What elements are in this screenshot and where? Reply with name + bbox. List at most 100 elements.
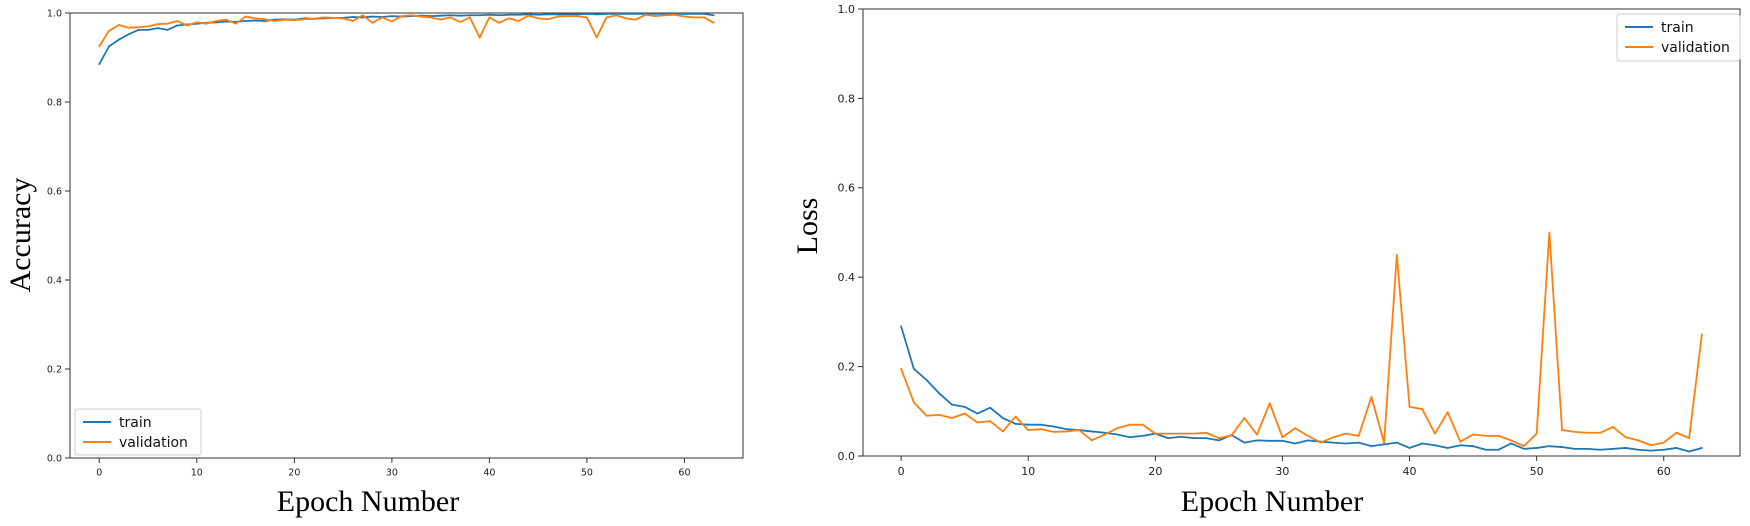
data-point-validation bbox=[1688, 437, 1691, 440]
data-point-validation bbox=[1332, 436, 1335, 439]
x-tick-label: 30 bbox=[1275, 465, 1289, 478]
data-point-train bbox=[176, 24, 179, 27]
data-point-validation bbox=[527, 14, 530, 17]
x-tick-label: 0 bbox=[96, 468, 102, 479]
data-point-train bbox=[264, 20, 266, 22]
data-point-validation bbox=[273, 20, 276, 22]
data-point-train bbox=[147, 29, 149, 31]
data-point-train bbox=[1103, 431, 1106, 434]
data-point-train bbox=[547, 13, 549, 16]
data-point-validation bbox=[703, 16, 705, 19]
data-point-validation bbox=[147, 25, 149, 28]
data-point-validation bbox=[303, 18, 305, 21]
data-point-validation bbox=[420, 15, 423, 18]
x-tick-label: 50 bbox=[581, 468, 593, 479]
data-point-train bbox=[449, 14, 452, 17]
plot-frame bbox=[862, 8, 1741, 457]
data-point-train bbox=[439, 14, 442, 17]
data-point-train bbox=[1129, 436, 1131, 439]
data-point-validation bbox=[1370, 396, 1373, 398]
data-point-validation bbox=[1001, 430, 1004, 433]
data-point-validation bbox=[1484, 434, 1487, 437]
data-point-train bbox=[1040, 423, 1042, 426]
data-point-train bbox=[1459, 444, 1462, 447]
legend-label-train: train bbox=[119, 415, 152, 431]
series-line-train bbox=[98, 12, 714, 65]
data-point-train bbox=[1497, 448, 1500, 451]
legend-label-train: train bbox=[1661, 20, 1694, 36]
data-point-validation bbox=[498, 21, 501, 24]
data-point-train bbox=[712, 14, 715, 17]
data-point-validation bbox=[1027, 429, 1030, 431]
x-tick-label: 20 bbox=[288, 468, 300, 479]
data-point-train bbox=[508, 13, 510, 16]
data-point-validation bbox=[673, 13, 676, 16]
data-point-validation bbox=[1523, 445, 1525, 448]
data-point-train bbox=[951, 403, 953, 406]
data-point-validation bbox=[1078, 429, 1080, 431]
data-point-validation bbox=[1294, 427, 1297, 430]
data-point-validation bbox=[1306, 434, 1309, 437]
data-point-validation bbox=[381, 16, 384, 19]
data-point-train bbox=[390, 15, 393, 18]
data-point-validation bbox=[312, 17, 315, 20]
data-point-train bbox=[900, 325, 903, 328]
data-point-validation bbox=[127, 26, 130, 29]
data-point-validation bbox=[1624, 436, 1627, 439]
data-point-validation bbox=[1230, 434, 1233, 437]
y-tick-label: 0.2 bbox=[838, 360, 856, 373]
data-point-train bbox=[576, 13, 579, 16]
data-point-validation bbox=[1103, 433, 1106, 436]
data-point-train bbox=[1357, 441, 1360, 444]
data-point-validation bbox=[605, 16, 608, 19]
series-line-train bbox=[900, 326, 1703, 453]
series-line-validation bbox=[98, 13, 715, 47]
data-point-train bbox=[1624, 447, 1627, 449]
data-point-validation bbox=[1700, 333, 1703, 336]
data-point-train bbox=[127, 33, 130, 36]
data-point-train bbox=[1688, 450, 1691, 453]
data-point-validation bbox=[478, 36, 481, 39]
data-point-validation bbox=[1662, 441, 1665, 444]
data-point-validation bbox=[264, 18, 266, 21]
data-point-train bbox=[1294, 442, 1297, 445]
series-train bbox=[98, 12, 715, 66]
data-point-validation bbox=[108, 29, 110, 32]
data-point-train bbox=[925, 379, 928, 381]
data-point-train bbox=[1675, 447, 1678, 449]
data-point-train bbox=[1548, 445, 1551, 448]
x-tick-label: 10 bbox=[191, 468, 203, 479]
data-point-train bbox=[1446, 447, 1449, 449]
data-point-validation bbox=[508, 17, 510, 20]
data-point-train bbox=[351, 16, 354, 18]
data-point-validation bbox=[1268, 402, 1271, 405]
data-point-validation bbox=[1205, 431, 1208, 434]
data-point-train bbox=[225, 20, 227, 23]
data-point-train bbox=[1065, 428, 1068, 431]
data-point-validation bbox=[137, 26, 140, 29]
series-validation bbox=[98, 13, 715, 48]
data-point-train bbox=[1408, 447, 1411, 449]
data-point-train bbox=[1001, 417, 1004, 419]
data-point-train bbox=[137, 29, 140, 31]
data-point-train bbox=[1141, 434, 1144, 437]
data-point-train bbox=[938, 392, 941, 395]
data-point-validation bbox=[361, 14, 364, 17]
data-point-validation bbox=[293, 19, 296, 22]
data-point-train bbox=[976, 412, 979, 415]
data-point-train bbox=[478, 14, 481, 17]
data-point-validation bbox=[215, 20, 218, 22]
y-tick-label: 0.4 bbox=[838, 271, 856, 284]
data-point-train bbox=[703, 12, 705, 15]
data-point-validation bbox=[488, 16, 491, 19]
data-point-validation bbox=[693, 16, 696, 19]
data-point-train bbox=[615, 12, 618, 15]
data-point-train bbox=[371, 15, 374, 18]
data-point-train bbox=[1268, 439, 1271, 442]
data-point-validation bbox=[1459, 440, 1462, 443]
data-point-train bbox=[683, 12, 686, 15]
data-point-validation bbox=[1256, 433, 1258, 436]
data-point-train bbox=[488, 13, 491, 16]
data-point-validation bbox=[1408, 405, 1411, 408]
data-point-validation bbox=[664, 14, 666, 17]
